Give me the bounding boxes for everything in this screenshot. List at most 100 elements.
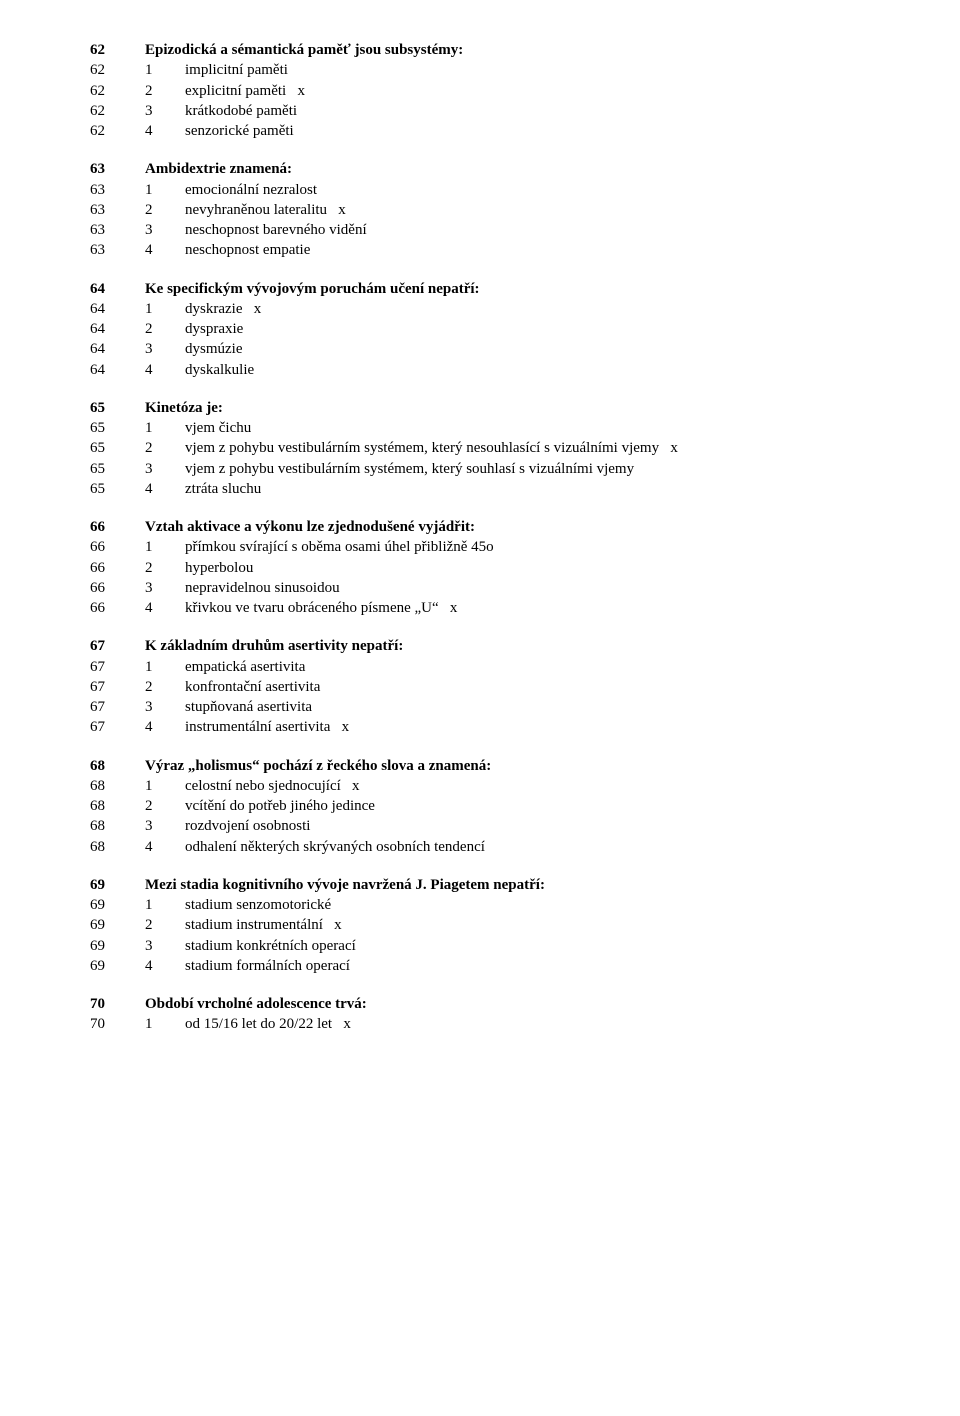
question-title: Kinetóza je: [145, 398, 900, 418]
answer-text: explicitní paměti [185, 83, 286, 99]
answer-row: 672konfrontační asertivita [90, 677, 900, 697]
answer-text: neschopnost barevného vidění [185, 222, 367, 238]
answer-text-wrap: senzorické paměti [185, 121, 900, 141]
answer-text-wrap: přímkou svírající s oběma osami úhel při… [185, 537, 900, 557]
answer-text: vjem čichu [185, 420, 251, 436]
answer-text-wrap: stupňovaná asertivita [185, 697, 900, 717]
answer-number: 3 [145, 339, 185, 359]
answer-question-number: 62 [90, 121, 145, 141]
answer-row: 691stadium senzomotorické [90, 895, 900, 915]
answer-text: dyskrazie [185, 301, 242, 317]
answer-text: vjem z pohybu vestibulárním systémem, kt… [185, 440, 659, 456]
answer-question-number: 65 [90, 459, 145, 479]
answer-row: 673stupňovaná asertivita [90, 697, 900, 717]
answer-text-wrap: dyspraxie [185, 319, 900, 339]
answer-number: 2 [145, 438, 185, 458]
answer-row: 671empatická asertivita [90, 657, 900, 677]
answer-question-number: 65 [90, 418, 145, 438]
answer-text: emocionální nezralost [185, 182, 317, 198]
answer-text: celostní nebo sjednocující [185, 778, 341, 794]
question-block: 66Vztah aktivace a výkonu lze zjednoduše… [90, 517, 900, 618]
question-block: 63Ambidextrie znamená:631emocionální nez… [90, 159, 900, 260]
answer-text-wrap: vjem z pohybu vestibulárním systémem, kt… [185, 459, 900, 479]
answer-question-number: 66 [90, 558, 145, 578]
answer-text: krátkodobé paměti [185, 103, 297, 119]
answer-text: instrumentální asertivita [185, 719, 330, 735]
answer-row: 624senzorické paměti [90, 121, 900, 141]
answer-row: 693stadium konkrétních operací [90, 936, 900, 956]
answer-row: 663nepravidelnou sinusoidou [90, 578, 900, 598]
answer-text: nepravidelnou sinusoidou [185, 580, 340, 596]
answer-text-wrap: konfrontační asertivita [185, 677, 900, 697]
answer-question-number: 69 [90, 936, 145, 956]
answer-row: 623krátkodobé paměti [90, 101, 900, 121]
question-block: 65Kinetóza je:651vjem čichu652vjem z poh… [90, 398, 900, 499]
answer-text: vjem z pohybu vestibulárním systémem, kt… [185, 461, 634, 477]
question-block: 64Ke specifickým vývojovým poruchám učen… [90, 279, 900, 380]
answer-mark: x [332, 1016, 351, 1032]
answer-text-wrap: celostní nebo sjednocující x [185, 776, 900, 796]
answer-number: 3 [145, 220, 185, 240]
answer-text-wrap: neschopnost empatie [185, 240, 900, 260]
answer-text-wrap: stadium senzomotorické [185, 895, 900, 915]
answer-question-number: 67 [90, 657, 145, 677]
question-block: 69Mezi stadia kognitivního vývoje navrže… [90, 875, 900, 976]
answer-text-wrap: stadium formálních operací [185, 956, 900, 976]
question-title: K základním druhům asertivity nepatří: [145, 636, 900, 656]
answer-text-wrap: hyperbolou [185, 558, 900, 578]
answer-number: 4 [145, 717, 185, 737]
question-block: 62Epizodická a sémantická paměť jsou sub… [90, 40, 900, 141]
answer-text: nevyhraněnou lateralitu [185, 202, 327, 218]
question-title: Období vrcholné adolescence trvá: [145, 994, 900, 1014]
answer-question-number: 69 [90, 895, 145, 915]
answer-number: 1 [145, 895, 185, 915]
answer-row: 682vcítění do potřeb jiného jedince [90, 796, 900, 816]
answer-mark: x [659, 440, 678, 456]
answer-number: 1 [145, 299, 185, 319]
question-number: 66 [90, 517, 145, 537]
answer-row: 633neschopnost barevného vidění [90, 220, 900, 240]
answer-number: 3 [145, 459, 185, 479]
answer-text-wrap: implicitní paměti [185, 60, 900, 80]
answer-text: křivkou ve tvaru obráceného písmene „U“ [185, 600, 439, 616]
answer-text-wrap: stadium instrumentální x [185, 915, 900, 935]
answer-question-number: 62 [90, 101, 145, 121]
answer-text: senzorické paměti [185, 123, 294, 139]
answer-question-number: 64 [90, 299, 145, 319]
answer-number: 4 [145, 837, 185, 857]
answer-text-wrap: neschopnost barevného vidění [185, 220, 900, 240]
answer-question-number: 68 [90, 796, 145, 816]
answer-text-wrap: vjem čichu [185, 418, 900, 438]
answer-text: hyperbolou [185, 560, 253, 576]
answer-text: dyskalkulie [185, 362, 254, 378]
answer-question-number: 65 [90, 438, 145, 458]
answer-number: 1 [145, 60, 185, 80]
question-title-row: 69Mezi stadia kognitivního vývoje navrže… [90, 875, 900, 895]
answer-question-number: 63 [90, 220, 145, 240]
answer-number: 2 [145, 915, 185, 935]
question-number: 67 [90, 636, 145, 656]
answer-number: 4 [145, 121, 185, 141]
answer-question-number: 69 [90, 956, 145, 976]
answer-number: 1 [145, 537, 185, 557]
answer-row: 654ztráta sluchu [90, 479, 900, 499]
answer-row: 643dysmúzie [90, 339, 900, 359]
answer-row: 674instrumentální asertivita x [90, 717, 900, 737]
answer-question-number: 67 [90, 717, 145, 737]
question-number: 64 [90, 279, 145, 299]
answer-number: 4 [145, 598, 185, 618]
answer-number: 4 [145, 956, 185, 976]
question-block: 68Výraz „holismus“ pochází z řeckého slo… [90, 756, 900, 857]
answer-row: 684odhalení některých skrývaných osobníc… [90, 837, 900, 857]
answer-number: 1 [145, 418, 185, 438]
question-title-row: 66Vztah aktivace a výkonu lze zjednoduše… [90, 517, 900, 537]
answer-number: 1 [145, 180, 185, 200]
question-number: 69 [90, 875, 145, 895]
answer-row: 621implicitní paměti [90, 60, 900, 80]
answer-question-number: 64 [90, 339, 145, 359]
answer-number: 1 [145, 1014, 185, 1034]
answer-text: dysmúzie [185, 341, 243, 357]
answer-question-number: 67 [90, 697, 145, 717]
answer-mark: x [286, 83, 305, 99]
answer-question-number: 66 [90, 578, 145, 598]
